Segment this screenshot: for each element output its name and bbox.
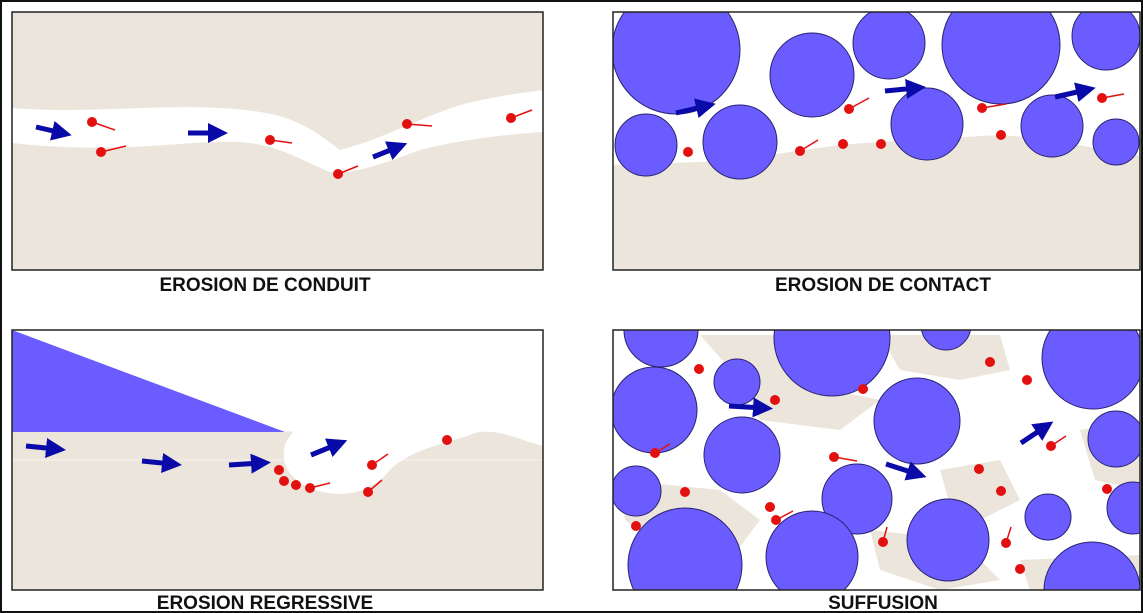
panel-contact [612, 0, 1140, 270]
caption: EROSION REGRESSIVE [157, 593, 373, 613]
panel-conduit [12, 12, 543, 270]
diagram: EROSION DE CONDUIT EROSION DE CONTACT [0, 0, 1143, 613]
panel-regressive [12, 330, 543, 590]
caption: EROSION DE CONTACT [775, 275, 991, 296]
caption: EROSION DE CONDUIT [159, 275, 371, 296]
caption: SUFFUSION [828, 593, 938, 613]
